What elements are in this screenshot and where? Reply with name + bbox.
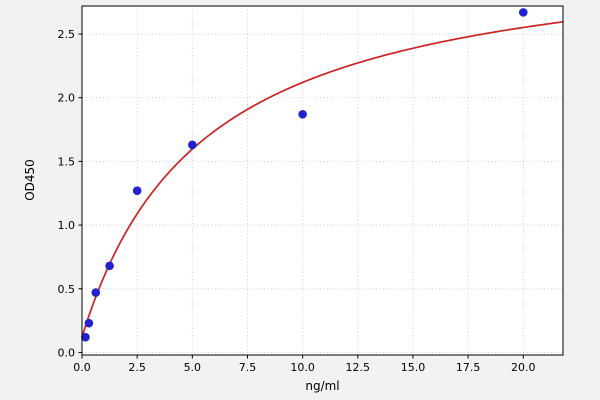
plot-border xyxy=(81,5,564,356)
y-tick-label: 0.0 xyxy=(58,346,76,359)
x-tick-label: 12.5 xyxy=(346,361,371,374)
x-tick-label: 0.0 xyxy=(73,361,91,374)
y-tick-label: 1.5 xyxy=(58,155,76,168)
data-point xyxy=(188,140,197,150)
y-tick-label: 2.0 xyxy=(58,92,76,105)
y-axis-label: OD450 xyxy=(23,159,37,201)
data-point xyxy=(81,332,90,342)
data-point xyxy=(518,8,528,17)
data-point xyxy=(105,261,114,271)
data-point xyxy=(91,288,101,297)
data-point xyxy=(132,186,142,195)
y-tick-label: 0.5 xyxy=(58,283,76,296)
x-tick-label: 17.5 xyxy=(456,361,481,374)
x-axis-label: ng/ml xyxy=(305,379,340,393)
x-tick-label: 2.5 xyxy=(128,361,146,374)
fit-curve xyxy=(81,21,564,338)
x-tick-label: 7.5 xyxy=(239,361,257,374)
x-tick-label: 20.0 xyxy=(511,361,536,374)
data-point xyxy=(84,318,94,328)
x-tick-label: 15.0 xyxy=(401,361,426,374)
x-tick-label: 5.0 xyxy=(184,361,202,374)
plot-area xyxy=(82,6,563,355)
y-tick-label: 2.5 xyxy=(58,28,76,41)
data-point xyxy=(298,109,307,119)
x-tick-label: 10.0 xyxy=(290,361,315,374)
y-tick-label: 1.0 xyxy=(58,219,76,232)
